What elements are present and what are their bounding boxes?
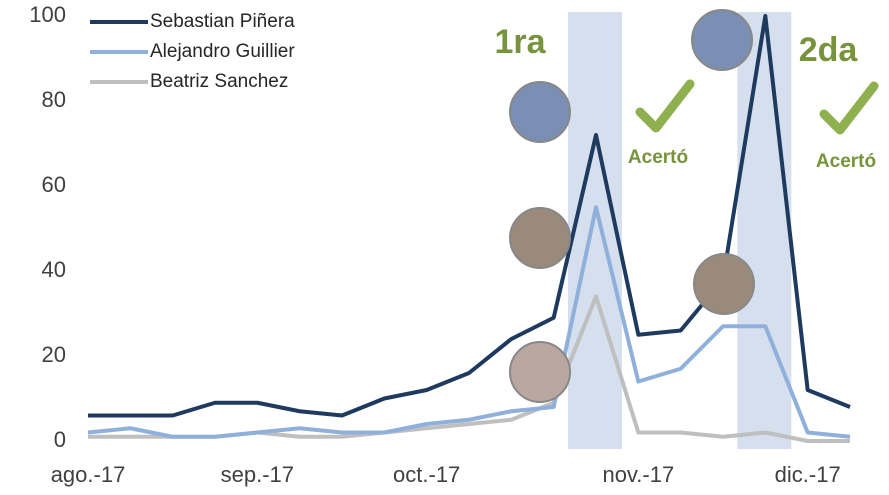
checkmark bbox=[819, 81, 879, 135]
y-tick-label: 60 bbox=[42, 172, 66, 197]
photo bbox=[509, 341, 571, 403]
series-line bbox=[87, 205, 851, 439]
annotation-correct: Acertó bbox=[816, 151, 876, 172]
round-band bbox=[568, 12, 622, 449]
x-tick-label: dic.-17 bbox=[775, 462, 841, 487]
x-tick-label: nov.-17 bbox=[602, 462, 674, 487]
photo bbox=[509, 81, 571, 143]
annotation-second-round: 2da bbox=[799, 31, 859, 69]
legend-label: Alejandro Guillier bbox=[150, 41, 295, 62]
photo bbox=[509, 207, 571, 269]
annotations: 1ra 2da Acertó Acertó bbox=[494, 9, 879, 403]
x-tick-label: ago.-17 bbox=[51, 462, 126, 487]
y-tick-label: 100 bbox=[29, 2, 66, 27]
round-band bbox=[737, 12, 792, 449]
x-tick-label: sep.-17 bbox=[221, 462, 294, 487]
checkmark bbox=[635, 79, 695, 133]
y-tick-label: 20 bbox=[42, 342, 66, 367]
annotation-correct: Acertó bbox=[628, 147, 688, 168]
round-bands bbox=[568, 12, 792, 449]
photo bbox=[691, 9, 753, 71]
legend-label: Beatriz Sanchez bbox=[150, 71, 288, 92]
legend: Sebastian Piñera Alejandro Guillier Beatri… bbox=[90, 11, 295, 92]
x-tick-label: oct.-17 bbox=[393, 462, 460, 487]
legend-label: Sebastian Piñera bbox=[150, 11, 295, 32]
y-tick-label: 80 bbox=[42, 87, 66, 112]
annotation-first-round: 1ra bbox=[494, 23, 546, 61]
photo bbox=[693, 253, 755, 315]
candidate-photos bbox=[509, 9, 755, 403]
y-tick-label: 0 bbox=[54, 427, 66, 452]
y-tick-label: 40 bbox=[42, 257, 66, 282]
plot-area: 0 20 40 60 80 100 ago.-17 sep.-17 oct.-17 nov.-17… bbox=[29, 2, 851, 487]
